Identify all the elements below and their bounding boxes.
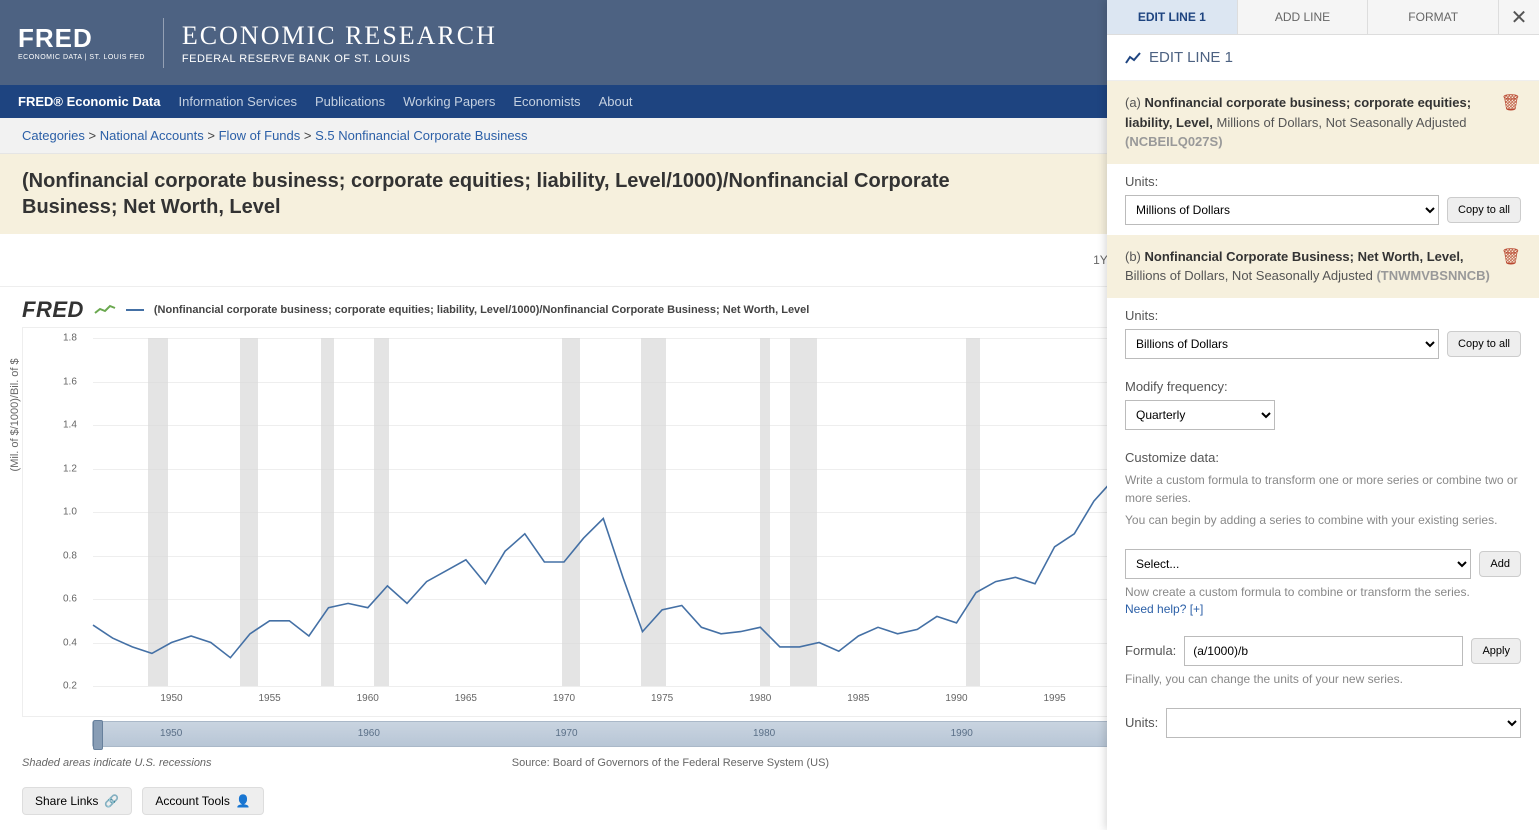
- source-text: Source: Board of Governors of the Federa…: [512, 757, 829, 769]
- er-line2: FEDERAL RESERVE BANK OF ST. LOUIS: [182, 53, 497, 65]
- tab-format[interactable]: FORMAT: [1368, 0, 1499, 34]
- units-label: Units:: [1125, 174, 1521, 189]
- line-chart-icon: [1125, 51, 1141, 65]
- customize-hint2: You can begin by adding a series to comb…: [1125, 511, 1521, 529]
- units-b-row: Units: Billions of Dollars Copy to all: [1107, 298, 1539, 369]
- share-links-button[interactable]: Share Links 🔗: [22, 787, 132, 815]
- logo-divider: [163, 18, 164, 68]
- add-series-row: Select... Add Now create a custom formul…: [1107, 539, 1539, 626]
- series-b-code: (TNWMVBSNNCB): [1376, 268, 1489, 283]
- units-b-select[interactable]: Billions of Dollars: [1125, 329, 1439, 359]
- help-link[interactable]: Need help? [+]: [1125, 602, 1203, 616]
- logo-subtext: ECONOMIC DATA | ST. LOUIS FED: [18, 54, 145, 61]
- nav-left: FRED® Economic Data Information Services…: [18, 94, 633, 109]
- nav-item[interactable]: Economists: [513, 94, 580, 109]
- copy-to-all-button[interactable]: Copy to all: [1447, 197, 1521, 223]
- account-tools-button[interactable]: Account Tools 👤: [142, 787, 263, 815]
- nav-item[interactable]: Working Papers: [403, 94, 495, 109]
- share-label: Share Links: [35, 794, 98, 808]
- logo-block: FRED ECONOMIC DATA | ST. LOUIS FED ECONO…: [18, 18, 497, 68]
- add-series-select[interactable]: Select...: [1125, 549, 1471, 579]
- customize-section: Customize data: Write a custom formula t…: [1107, 440, 1539, 539]
- series-a-box: (a) Nonfinancial corporate business; cor…: [1107, 81, 1539, 164]
- series-a-prefix: (a): [1125, 95, 1141, 110]
- page-title: (Nonfinancial corporate business; corpor…: [22, 168, 972, 220]
- trash-icon[interactable]: 🗑: [1501, 93, 1521, 113]
- breadcrumb-link[interactable]: Flow of Funds: [219, 128, 301, 143]
- user-icon: 👤: [236, 794, 251, 808]
- frequency-label: Modify frequency:: [1125, 379, 1521, 394]
- trash-icon[interactable]: 🗑: [1501, 247, 1521, 267]
- legend-text: (Nonfinancial corporate business; corpor…: [154, 304, 809, 316]
- frequency-select[interactable]: Quarterly: [1125, 400, 1275, 430]
- breadcrumb-link[interactable]: National Accounts: [100, 128, 204, 143]
- nav-item[interactable]: Information Services: [179, 94, 298, 109]
- units-a-select[interactable]: Millions of Dollars: [1125, 195, 1439, 225]
- customize-hint3: Now create a custom formula to combine o…: [1125, 583, 1521, 601]
- tab-edit-line[interactable]: EDIT LINE 1: [1107, 0, 1238, 34]
- series-b-rest: Billions of Dollars, Not Seasonally Adju…: [1125, 268, 1376, 283]
- nav-item[interactable]: FRED® Economic Data: [18, 94, 161, 109]
- final-units-label: Units:: [1125, 715, 1158, 730]
- formula-label: Formula:: [1125, 643, 1176, 658]
- units-label: Units:: [1125, 308, 1521, 323]
- copy-to-all-button[interactable]: Copy to all: [1447, 331, 1521, 357]
- tab-add-line[interactable]: ADD LINE: [1238, 0, 1369, 34]
- add-button[interactable]: Add: [1479, 551, 1521, 577]
- recessions-note: Shaded areas indicate U.S. recessions: [22, 757, 212, 769]
- nav-item[interactable]: About: [599, 94, 633, 109]
- frequency-row: Modify frequency: Quarterly: [1107, 369, 1539, 440]
- panel-tabs: EDIT LINE 1 ADD LINE FORMAT ✕: [1107, 0, 1539, 35]
- account-label: Account Tools: [155, 794, 230, 808]
- customize-hint1: Write a custom formula to transform one …: [1125, 471, 1521, 507]
- fred-logo[interactable]: FRED ECONOMIC DATA | ST. LOUIS FED: [18, 25, 145, 61]
- series-b-box: (b) Nonfinancial Corporate Business; Net…: [1107, 235, 1539, 298]
- final-units-row: Units:: [1107, 698, 1539, 748]
- series-a-code: (NCBEILQ027S): [1125, 134, 1223, 149]
- series-a-text: (a) Nonfinancial corporate business; cor…: [1125, 93, 1493, 152]
- fred-watermark: FRED: [22, 297, 84, 323]
- series-b-text: (b) Nonfinancial Corporate Business; Net…: [1125, 247, 1493, 286]
- chart-icon: [94, 303, 116, 317]
- logo-text: FRED: [18, 25, 145, 51]
- panel-subtitle: EDIT LINE 1: [1107, 35, 1539, 81]
- panel-subtitle-text: EDIT LINE 1: [1149, 49, 1233, 66]
- final-units-select[interactable]: [1166, 708, 1521, 738]
- range-1y[interactable]: 1Y: [1093, 253, 1108, 267]
- close-icon[interactable]: ✕: [1499, 0, 1539, 34]
- y-axis-label: (Mil. of $/1000)/Bil. of $: [9, 358, 21, 471]
- nav-item[interactable]: Publications: [315, 94, 385, 109]
- breadcrumb-link[interactable]: S.5 Nonfinancial Corporate Business: [315, 128, 527, 143]
- breadcrumb-link[interactable]: Categories: [22, 128, 85, 143]
- formula-input[interactable]: [1184, 636, 1463, 666]
- formula-row: Formula: Apply Finally, you can change t…: [1107, 626, 1539, 698]
- series-b-bold: Nonfinancial Corporate Business; Net Wor…: [1145, 249, 1464, 264]
- units-a-row: Units: Millions of Dollars Copy to all: [1107, 164, 1539, 235]
- series-a-rest: Millions of Dollars, Not Seasonally Adju…: [1213, 115, 1467, 130]
- er-line1: ECONOMIC RESEARCH: [182, 21, 497, 51]
- customize-label: Customize data:: [1125, 450, 1521, 465]
- legend-swatch: [126, 309, 144, 311]
- apply-button[interactable]: Apply: [1471, 638, 1521, 664]
- series-b-prefix: (b): [1125, 249, 1141, 264]
- edit-panel: EDIT LINE 1 ADD LINE FORMAT ✕ EDIT LINE …: [1107, 0, 1539, 830]
- link-icon: 🔗: [104, 794, 119, 808]
- final-hint: Finally, you can change the units of you…: [1125, 670, 1521, 688]
- economic-research-text: ECONOMIC RESEARCH FEDERAL RESERVE BANK O…: [182, 21, 497, 65]
- slider-handle-left[interactable]: [93, 720, 103, 750]
